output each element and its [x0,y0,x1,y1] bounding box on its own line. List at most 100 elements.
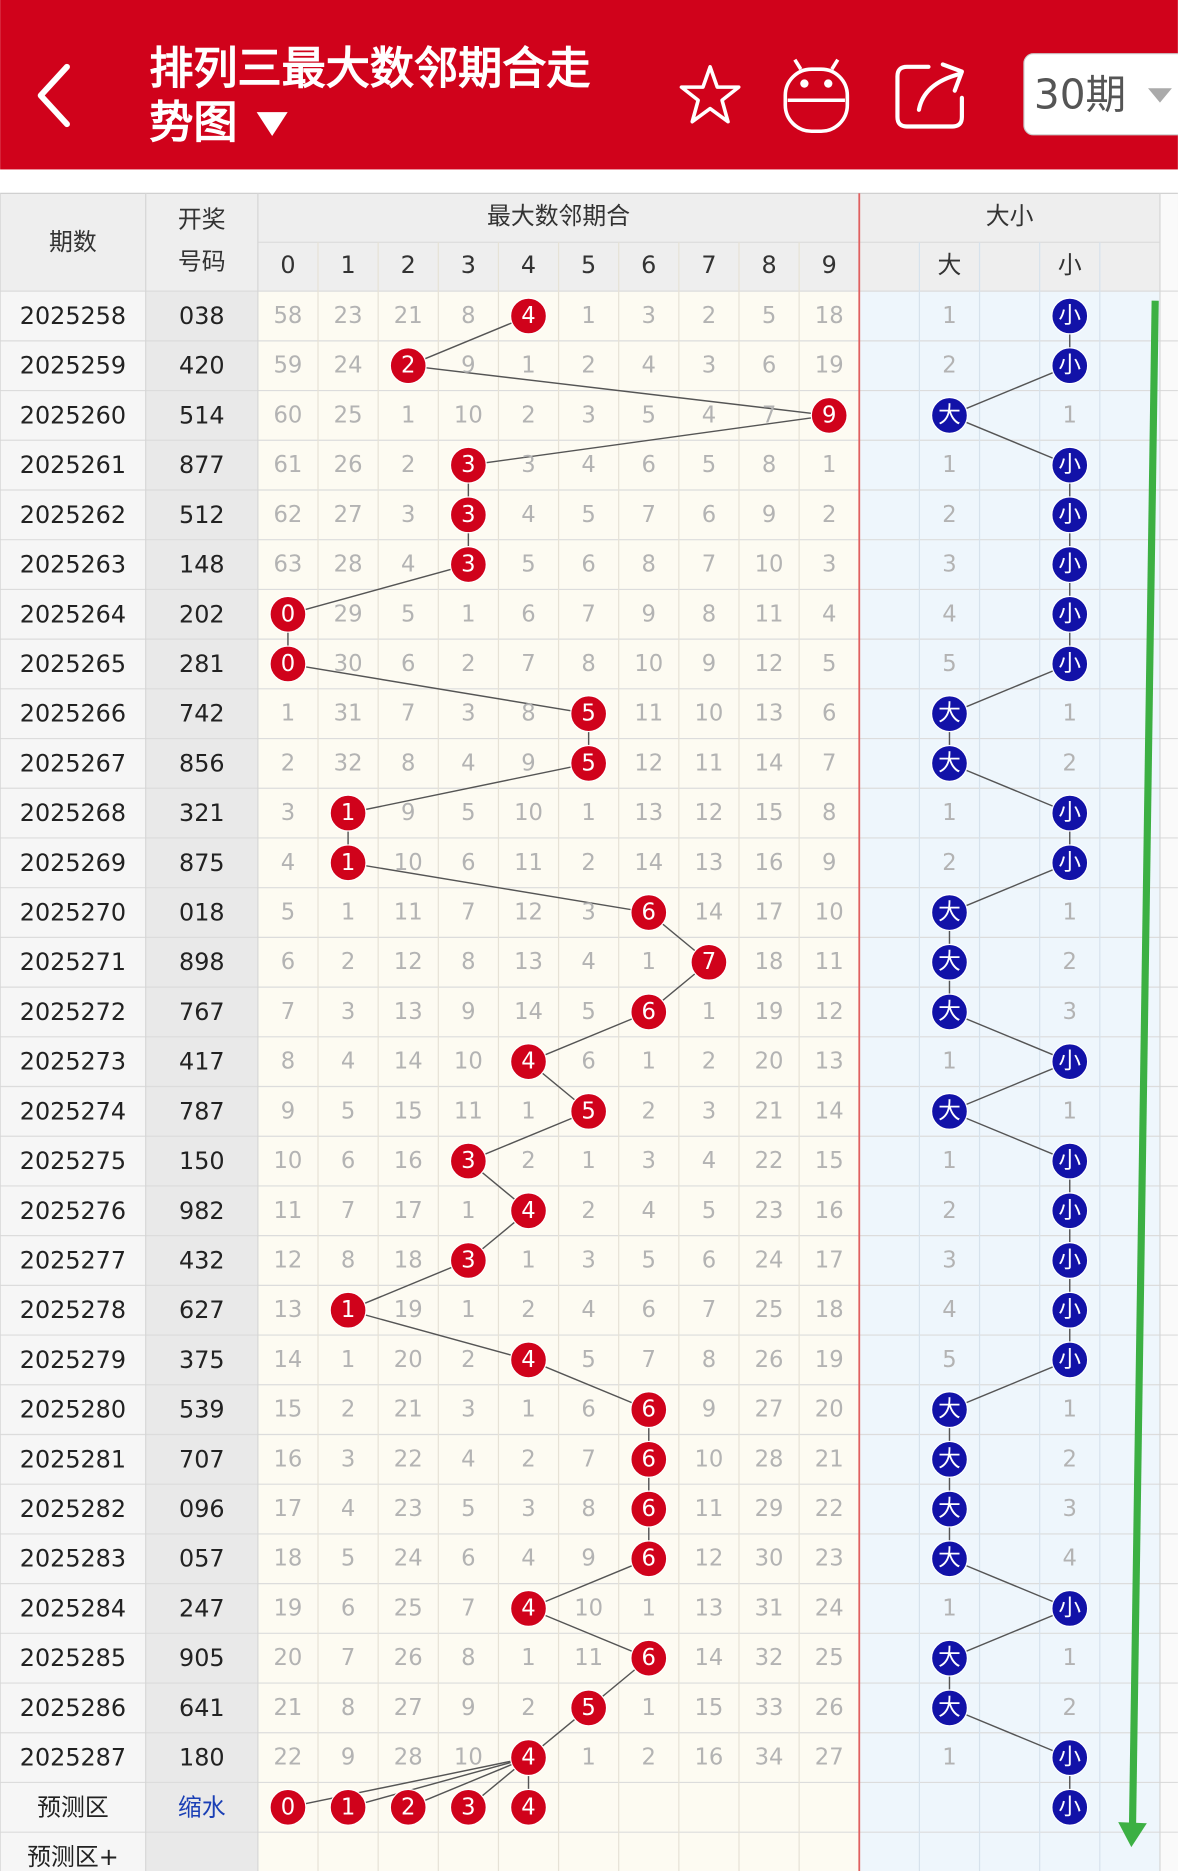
period: 2025287 [20,1744,126,1772]
miss-count: 7 [762,402,776,428]
trend-line [347,762,589,814]
trend-line [468,414,830,466]
size-miss-count: 2 [942,502,956,528]
miss-count: 2 [341,949,355,975]
miss-count: 24 [334,353,363,379]
miss-count: 8 [401,750,415,776]
miss-count: 2 [581,1198,595,1224]
miss-count: 29 [334,601,363,627]
miss-count: 13 [694,850,723,876]
miss-count: 9 [461,1695,475,1721]
digit-ball-label: 6 [642,999,656,1025]
miss-count: 4 [581,949,595,975]
period: 2025259 [20,352,126,380]
app-bar [0,0,1178,170]
miss-count: 3 [521,452,535,478]
predict-ball [389,1788,427,1826]
miss-count: 15 [815,1148,844,1174]
size-trend-line [949,663,1071,715]
miss-count: 10 [574,1595,603,1621]
miss-count: 63 [274,552,303,578]
size-header: 小 [1058,251,1082,279]
miss-count: 14 [755,750,784,776]
digit-header: 0 [280,251,295,279]
miss-count: 1 [642,1695,656,1721]
miss-count: 6 [281,949,295,975]
digit-ball-label: 1 [341,1297,355,1323]
size-miss-count: 1 [942,1148,956,1174]
miss-count: 6 [702,502,716,528]
miss-count: 16 [394,1148,423,1174]
miss-count: 10 [514,800,543,826]
miss-count: 4 [581,452,595,478]
draw-number: 742 [179,700,225,728]
miss-count: 5 [401,601,415,627]
miss-count: 1 [581,800,595,826]
favorite-button[interactable] [679,65,741,124]
android-button[interactable] [783,58,850,134]
miss-count: 21 [755,1098,784,1124]
miss-count: 5 [642,402,656,428]
size-ball [1051,1589,1089,1627]
digit-ball-label: 7 [702,949,716,975]
digit-ball-label: 6 [642,900,656,926]
digit-ball [329,1291,367,1329]
miss-count: 28 [394,1745,423,1771]
size-miss-count: 3 [1063,1496,1077,1522]
draw-number: 150 [179,1147,225,1175]
draw-number: 281 [179,650,225,678]
size-miss-count: 2 [1063,750,1077,776]
draw-number: 877 [179,451,225,479]
miss-count: 3 [461,701,475,727]
predict-note[interactable]: 缩水 [178,1793,226,1821]
miss-count: 2 [521,1297,535,1323]
digit-ball [630,993,668,1031]
draw-number: 627 [179,1296,225,1324]
size-miss-count: 3 [1063,999,1077,1025]
miss-count: 9 [341,1745,355,1771]
miss-count: 1 [521,1397,535,1423]
miss-count: 27 [394,1695,423,1721]
size-ball [930,894,968,932]
miss-count: 14 [394,1049,423,1075]
digit-ball-label: 4 [521,1595,535,1621]
digit-ball-label: 5 [581,701,595,727]
miss-count: 19 [815,1347,844,1373]
digit-header: 4 [521,251,536,279]
miss-count: 11 [694,750,723,776]
miss-count: 13 [755,701,784,727]
period-select[interactable] [1023,53,1178,136]
predict-ball-label: 2 [401,1794,415,1820]
miss-count: 9 [461,999,475,1025]
trend-line [287,563,469,615]
miss-count: 18 [815,1297,844,1323]
size-ball-label: 大 [938,1446,961,1472]
period: 2025268 [20,799,126,827]
back-button[interactable] [37,63,70,128]
miss-count: 10 [394,850,423,876]
miss-count: 4 [461,1446,475,1472]
miss-count: 12 [815,999,844,1025]
miss-count: 5 [581,999,595,1025]
title-dropdown-icon[interactable] [256,112,288,137]
size-ball-label: 大 [938,900,961,926]
share-button[interactable] [895,62,964,129]
miss-count: 3 [521,1496,535,1522]
miss-count: 1 [521,1098,535,1124]
number-header: 号码 [178,247,226,275]
size-trend-line [949,1558,1071,1610]
miss-count: 19 [394,1297,423,1323]
miss-count: 13 [514,949,543,975]
miss-count: 14 [274,1347,303,1373]
miss-count: 12 [394,949,423,975]
miss-count: 5 [461,1496,475,1522]
miss-count: 2 [521,1148,535,1174]
digit-ball-label: 1 [341,800,355,826]
miss-count: 10 [454,402,483,428]
period: 2025262 [20,501,126,529]
draw-number: 875 [179,849,225,877]
size-miss-count: 1 [1063,701,1077,727]
miss-count: 1 [521,1248,535,1274]
